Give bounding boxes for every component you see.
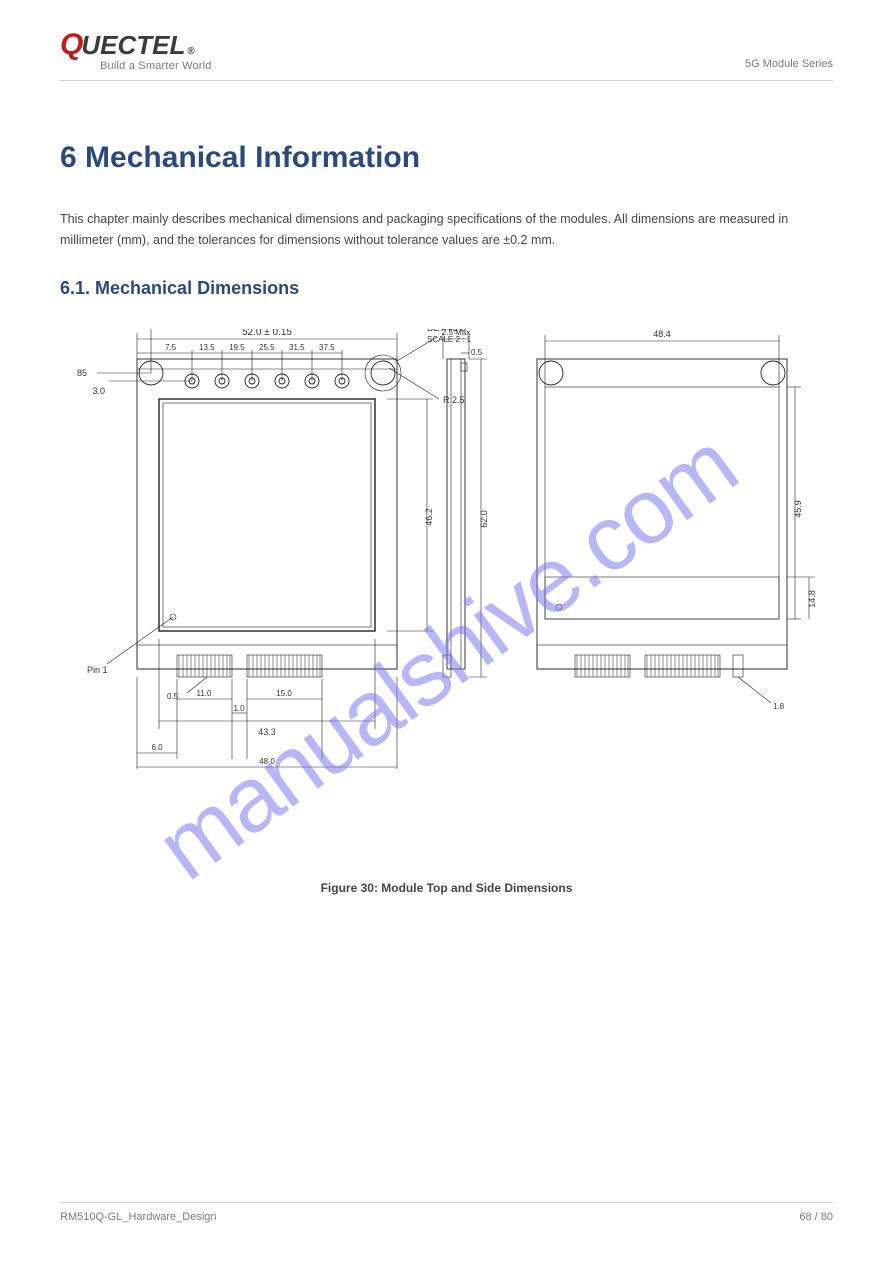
dim-shield-h: 46.2 — [424, 508, 434, 526]
dim-pitch: 0.5 — [167, 692, 179, 701]
dim-edge2: 48.0 — [259, 757, 275, 766]
dim-rf-x5: 31.5 — [289, 343, 305, 352]
mechanical-diagram: 52.0 ± 0.15 7.5 13.5 19.5 25.5 31.5 37.5 — [77, 329, 817, 859]
dim-fp-w: 48.4 — [653, 329, 671, 339]
diagram-svg: 52.0 ± 0.15 7.5 13.5 19.5 25.5 31.5 37.5 — [77, 329, 817, 859]
dim-conn-w2: 15.0 — [276, 689, 292, 698]
footer-right: 68 / 80 — [799, 1211, 833, 1223]
dim-fp-h2: 45.9 — [793, 500, 803, 518]
dim-overall-h: 62.0 — [479, 510, 489, 528]
page-footer: RM510Q-GL_Hardware_Design 68 / 80 — [60, 1202, 833, 1223]
dim-fp-notch: 1.8 — [773, 702, 785, 711]
dim-side-max: 2.5 Max — [441, 329, 469, 337]
pin1-label: Pin 1 — [87, 665, 108, 675]
header-series: 5G Module Series — [745, 58, 833, 72]
dim-rf-x6: 37.5 — [319, 343, 335, 352]
brand-tagline: Build a Smarter World — [100, 60, 212, 72]
section-title: 6.1. Mechanical Dimensions — [60, 278, 833, 299]
brand-logo: Q UECTEL ® Build a Smarter World — [60, 30, 212, 72]
brand-logo-text: Q UECTEL ® — [60, 30, 212, 60]
dim-hole-y: 2.85 — [77, 368, 87, 378]
dim-overall-w: 52.0 ± 0.15 — [242, 329, 292, 338]
dim-conn-gap: 1.0 — [233, 704, 245, 713]
footer-left: RM510Q-GL_Hardware_Design — [60, 1211, 217, 1223]
dim-rf-x3: 19.5 — [229, 343, 245, 352]
logo-reg-mark: ® — [187, 47, 194, 57]
dim-conn-w1: 11.0 — [196, 689, 212, 698]
dim-side-a: 0.5 — [471, 348, 483, 357]
dim-fp-h1: 14.8 — [807, 590, 817, 608]
chapter-title: 6 Mechanical Information — [60, 141, 833, 175]
chapter-body: This chapter mainly describes mechanical… — [60, 209, 833, 252]
logo-q-glyph: Q — [60, 30, 83, 60]
logo-rest: UECTEL — [81, 32, 185, 58]
dim-shield-w: 43.3 — [258, 727, 276, 737]
dim-rf-x2: 13.5 — [199, 343, 215, 352]
page-header: Q UECTEL ® Build a Smarter World 5G Modu… — [60, 30, 833, 81]
figure-caption: Figure 30: Module Top and Side Dimension… — [60, 881, 833, 895]
dim-rf-y: 3.0 — [92, 386, 105, 396]
page-root: Q UECTEL ® Build a Smarter World 5G Modu… — [0, 0, 893, 1263]
dim-edge1: 6.0 — [151, 743, 163, 752]
dim-rf-x1: 7.5 — [165, 343, 177, 352]
dim-rf-x4: 25.5 — [259, 343, 275, 352]
